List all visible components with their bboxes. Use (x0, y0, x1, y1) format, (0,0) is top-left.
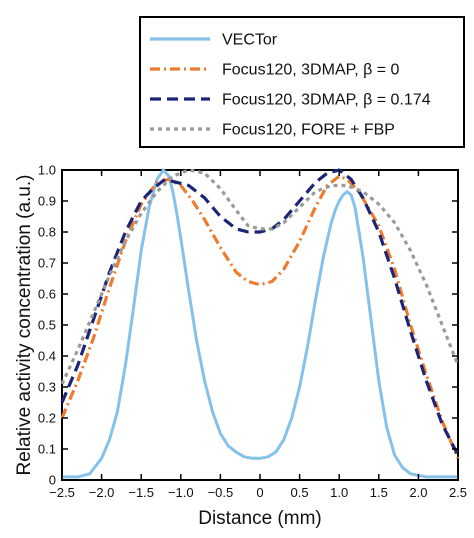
x-tick-label: −1.5 (128, 485, 154, 500)
y-tick-label: 0.8 (38, 225, 56, 240)
y-tick-label: 0.4 (38, 349, 56, 364)
x-tick-label: −2.5 (49, 485, 75, 500)
x-tick-label: 1.5 (370, 485, 388, 500)
x-tick-label: 0 (256, 485, 263, 500)
series-line-2 (60, 168, 460, 456)
y-axis-title: Relative activity concentration (a.u.) (14, 175, 35, 476)
series-line-1 (60, 174, 460, 459)
x-tick-label: 2.0 (409, 485, 427, 500)
x-tick-label: 1.0 (330, 485, 348, 500)
legend-label-1: Focus120, 3DMAP, β = 0 (222, 62, 400, 79)
y-tick-label: 0.7 (38, 256, 56, 271)
y-tick-label: 0.9 (38, 194, 56, 209)
y-tick-label: 0.6 (38, 287, 56, 302)
tick-layer: −2.5 −2.0 −1.5 −1.0 −0.5 0 0.5 1.0 1.5 2.0 2.5 0 0.1… (38, 163, 467, 501)
x-axis-title: Distance (mm) (198, 508, 322, 529)
y-tick-label: 0.5 (38, 318, 56, 333)
y-tick-label: 1.0 (38, 163, 56, 178)
legend: VECTor Focus120, 3DMAP, β = 0 Focus120, 3D… (150, 32, 431, 139)
plot-frame (61, 169, 459, 481)
x-tick-label: 2.5 (449, 485, 467, 500)
legend-label-3: Focus120, FORE + FBP (222, 122, 395, 139)
series-line-3 (60, 168, 460, 385)
x-tick-label: 0.5 (291, 485, 309, 500)
series-line-0 (62, 168, 458, 479)
series-layer (60, 168, 460, 479)
x-tick-label: −0.5 (208, 485, 234, 500)
y-tick-label: 0.3 (38, 380, 56, 395)
legend-label-0: VECTor (222, 32, 278, 49)
y-tick-label: 0.1 (38, 442, 56, 457)
legend-label-2: Focus120, 3DMAP, β = 0.174 (222, 92, 431, 109)
x-tick-label: −2.0 (89, 485, 115, 500)
y-tick-label: 0.2 (38, 411, 56, 426)
y-tick-label: 0 (49, 473, 56, 488)
x-tick-label: −1.0 (168, 485, 194, 500)
